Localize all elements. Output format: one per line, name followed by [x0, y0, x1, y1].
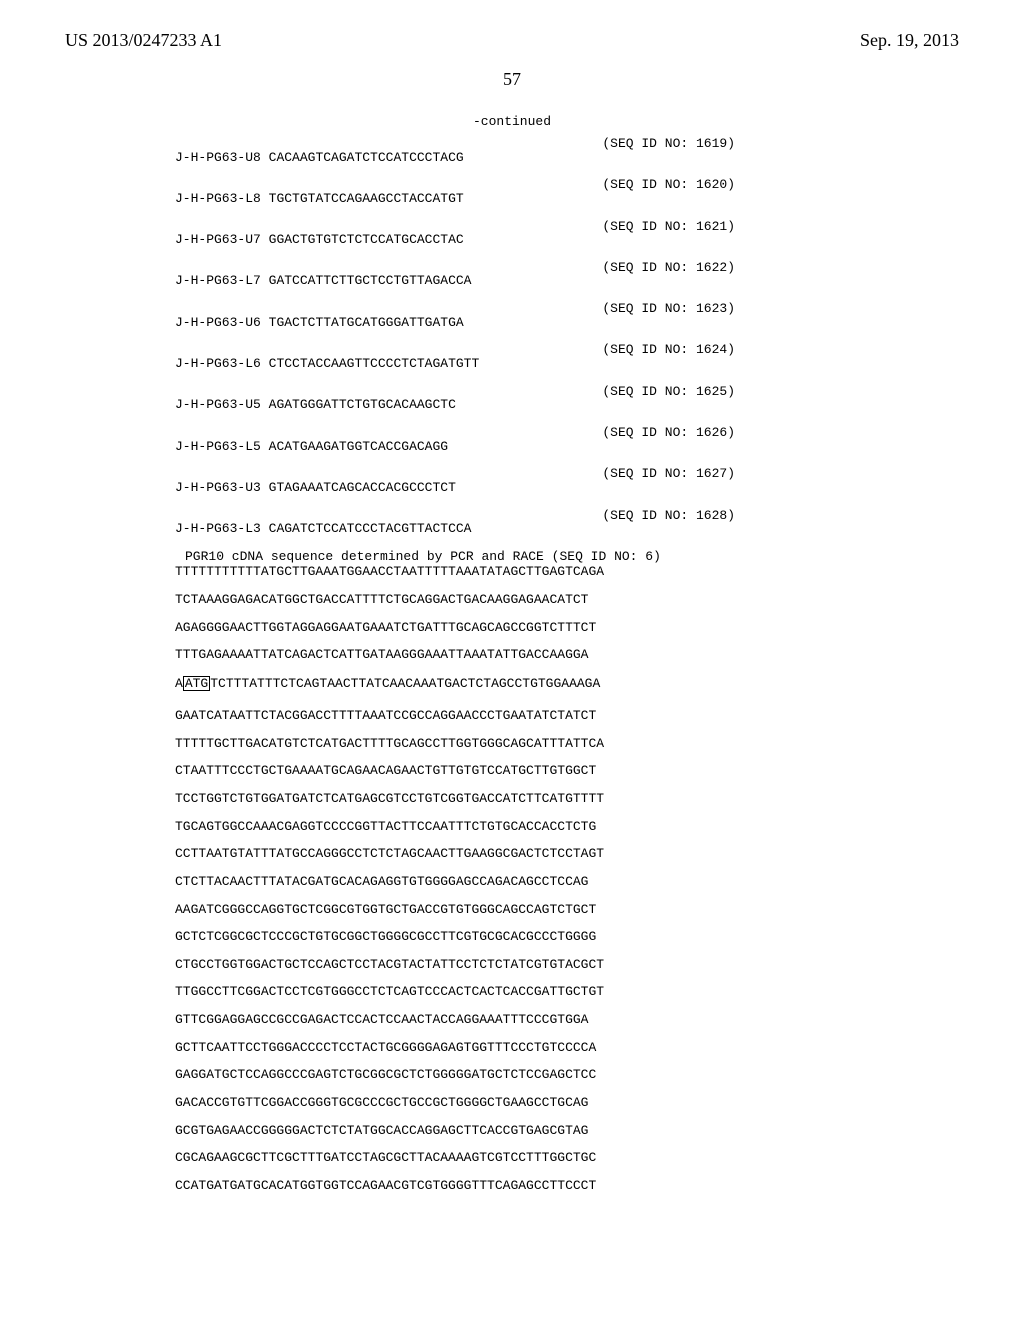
- primer-entry: (SEQ ID NO: 1620) J-H-PG63-L8 TGCTGTATCC…: [175, 178, 959, 205]
- cdna-line: TTGGCCTTCGGACTCCTCGTGGGCCTCTCAGTCCCACTCA…: [175, 985, 959, 999]
- cdna-line: AAGATCGGGCCAGGTGCTCGGCGTGGTGCTGACCGTGTGG…: [175, 903, 959, 917]
- cdna-line: TTTTTTTTTTTATGCTTGAAATGGAACCTAATTTTTAAAT…: [175, 565, 959, 579]
- primer-entry: (SEQ ID NO: 1623) J-H-PG63-U6 TGACTCTTAT…: [175, 302, 959, 329]
- primer-seq-row: J-H-PG63-L3 CAGATCTCCATCCCTACGTTACTCCA: [175, 522, 959, 536]
- primer-seqid-row: (SEQ ID NO: 1626): [175, 426, 735, 440]
- page-root: US 2013/0247233 A1 Sep. 19, 2013 57 -con…: [0, 0, 1024, 1320]
- primer-sequence: TGACTCTTATGCATGGGATTGATGA: [269, 315, 464, 330]
- primer-name: J-H-PG63-L6: [175, 356, 261, 371]
- cdna-line: TTTGAGAAAATTATCAGACTCATTGATAAGGGAAATTAAA…: [175, 648, 959, 662]
- cdna-title: PGR10 cDNA sequence determined by PCR an…: [185, 550, 959, 564]
- continued-label: -continued: [65, 114, 959, 129]
- cdna-atg-post: TCTTTATTTCTCAGTAACTTATCAACAAATGACTCTAGCC…: [210, 676, 600, 691]
- primer-entry: (SEQ ID NO: 1625) J-H-PG63-U5 AGATGGGATT…: [175, 385, 959, 412]
- primer-entry: (SEQ ID NO: 1624) J-H-PG63-L6 CTCCTACCAA…: [175, 343, 959, 370]
- primer-seq-row: J-H-PG63-U5 AGATGGGATTCTGTGCACAAGCTC: [175, 398, 959, 412]
- primer-seqid-row: (SEQ ID NO: 1623): [175, 302, 735, 316]
- cdna-line: CGCAGAAGCGCTTCGCTTTGATCCTAGCGCTTACAAAAGT…: [175, 1151, 959, 1165]
- page-header: US 2013/0247233 A1 Sep. 19, 2013: [65, 30, 959, 51]
- primer-seq-row: J-H-PG63-L7 GATCCATTCTTGCTCCTGTTAGACCA: [175, 274, 959, 288]
- primer-seqid-row: (SEQ ID NO: 1619): [175, 137, 735, 151]
- seq-id: (SEQ ID NO: 1620): [602, 178, 735, 192]
- primer-seq-row: J-H-PG63-U6 TGACTCTTATGCATGGGATTGATGA: [175, 316, 959, 330]
- seq-id: (SEQ ID NO: 1628): [602, 509, 735, 523]
- primer-entry: (SEQ ID NO: 1628) J-H-PG63-L3 CAGATCTCCA…: [175, 509, 959, 536]
- primer-seqid-row: (SEQ ID NO: 1624): [175, 343, 735, 357]
- seq-id: (SEQ ID NO: 1626): [602, 426, 735, 440]
- primer-sequence: TGCTGTATCCAGAAGCCTACCATGT: [269, 191, 464, 206]
- primer-seq-row: J-H-PG63-L5 ACATGAAGATGGTCACCGACAGG: [175, 440, 959, 454]
- cdna-line: CCATGATGATGCACATGGTGGTCCAGAACGTCGTGGGGTT…: [175, 1179, 959, 1193]
- primer-seq-row: J-H-PG63-U3 GTAGAAATCAGCACCACGCCCTCT: [175, 481, 959, 495]
- cdna-line: GTTCGGAGGAGCCGCCGAGACTCCACTCCAACTACCAGGA…: [175, 1013, 959, 1027]
- page-number: 57: [65, 69, 959, 90]
- primer-entry: (SEQ ID NO: 1619) J-H-PG63-U8 CACAAGTCAG…: [175, 137, 959, 164]
- primer-seq-row: J-H-PG63-L8 TGCTGTATCCAGAAGCCTACCATGT: [175, 192, 959, 206]
- cdna-line: GCTCTCGGCGCTCCCGCTGTGCGGCTGGGGCGCCTTCGTG…: [175, 930, 959, 944]
- primer-sequence: CACAAGTCAGATCTCCATCCCTACG: [269, 150, 464, 165]
- cdna-atg-line: AATGTCTTTATTTCTCAGTAACTTATCAACAAATGACTCT…: [175, 676, 959, 691]
- cdna-line: GAGGATGCTCCAGGCCCGAGTCTGCGGCGCTCTGGGGGAT…: [175, 1068, 959, 1082]
- primer-name: J-H-PG63-L3: [175, 521, 261, 536]
- cdna-line: CTGCCTGGTGGACTGCTCCAGCTCCTACGTACTATTCCTC…: [175, 958, 959, 972]
- primer-name: J-H-PG63-L8: [175, 191, 261, 206]
- cdna-line: CTCTTACAACTTTATACGATGCACAGAGGTGTGGGGAGCC…: [175, 875, 959, 889]
- cdna-line: GACACCGTGTTCGGACCGGGTGCGCCCGCTGCCGCTGGGG…: [175, 1096, 959, 1110]
- primer-seqid-row: (SEQ ID NO: 1620): [175, 178, 735, 192]
- seq-id: (SEQ ID NO: 1621): [602, 220, 735, 234]
- cdna-line: GCTTCAATTCCTGGGACCCCTCCTACTGCGGGGAGAGTGG…: [175, 1041, 959, 1055]
- cdna-line: TTTTTGCTTGACATGTCTCATGACTTTTGCAGCCTTGGTG…: [175, 737, 959, 751]
- primer-seq-row: J-H-PG63-U7 GGACTGTGTCTCTCCATGCACCTAC: [175, 233, 959, 247]
- primer-name: J-H-PG63-U3: [175, 480, 261, 495]
- seq-id: (SEQ ID NO: 1627): [602, 467, 735, 481]
- primer-seqid-row: (SEQ ID NO: 1621): [175, 220, 735, 234]
- primer-name: J-H-PG63-U7: [175, 232, 261, 247]
- primer-entry: (SEQ ID NO: 1626) J-H-PG63-L5 ACATGAAGAT…: [175, 426, 959, 453]
- seq-id: (SEQ ID NO: 1619): [602, 137, 735, 151]
- cdna-atg-pre: A: [175, 676, 183, 691]
- primer-seqid-row: (SEQ ID NO: 1627): [175, 467, 735, 481]
- primer-name: J-H-PG63-L5: [175, 439, 261, 454]
- cdna-line: TCTAAAGGAGACATGGCTGACCATTTTCTGCAGGACTGAC…: [175, 593, 959, 607]
- primer-name: J-H-PG63-U8: [175, 150, 261, 165]
- seq-id: (SEQ ID NO: 1623): [602, 302, 735, 316]
- primer-seq-row: J-H-PG63-L6 CTCCTACCAAGTTCCCCTCTAGATGTT: [175, 357, 959, 371]
- primer-name: J-H-PG63-U6: [175, 315, 261, 330]
- primer-sequence: ACATGAAGATGGTCACCGACAGG: [269, 439, 448, 454]
- primer-sequence: GTAGAAATCAGCACCACGCCCTCT: [269, 480, 456, 495]
- primer-seq-row: J-H-PG63-U8 CACAAGTCAGATCTCCATCCCTACG: [175, 151, 959, 165]
- primer-sequence: GATCCATTCTTGCTCCTGTTAGACCA: [269, 273, 472, 288]
- primer-entry: (SEQ ID NO: 1627) J-H-PG63-U3 GTAGAAATCA…: [175, 467, 959, 494]
- publication-date: Sep. 19, 2013: [860, 30, 959, 51]
- primer-sequence: CTCCTACCAAGTTCCCCTCTAGATGTT: [269, 356, 480, 371]
- primer-entry: (SEQ ID NO: 1621) J-H-PG63-U7 GGACTGTGTC…: [175, 220, 959, 247]
- seq-id: (SEQ ID NO: 1624): [602, 343, 735, 357]
- primer-name: J-H-PG63-L7: [175, 273, 261, 288]
- cdna-line: GCGTGAGAACCGGGGGACTCTCTATGGCACCAGGAGCTTC…: [175, 1124, 959, 1138]
- cdna-line: TGCAGTGGCCAAACGAGGTCCCCGGTTACTTCCAATTTCT…: [175, 820, 959, 834]
- primer-entry: (SEQ ID NO: 1622) J-H-PG63-L7 GATCCATTCT…: [175, 261, 959, 288]
- cdna-line: CCTTAATGTATTTATGCCAGGGCCTCTCTAGCAACTTGAA…: [175, 847, 959, 861]
- seq-id: (SEQ ID NO: 1625): [602, 385, 735, 399]
- cdna-line: GAATCATAATTCTACGGACCTTTTAAATCCGCCAGGAACC…: [175, 709, 959, 723]
- cdna-line: CTAATTTCCCTGCTGAAAATGCAGAACAGAACTGTTGTGT…: [175, 764, 959, 778]
- primer-name: J-H-PG63-U5: [175, 397, 261, 412]
- primer-sequence: AGATGGGATTCTGTGCACAAGCTC: [269, 397, 456, 412]
- cdna-line: TCCTGGTCTGTGGATGATCTCATGAGCGTCCTGTCGGTGA…: [175, 792, 959, 806]
- primer-sequence: CAGATCTCCATCCCTACGTTACTCCA: [269, 521, 472, 536]
- primer-seqid-row: (SEQ ID NO: 1628): [175, 509, 735, 523]
- primer-seqid-row: (SEQ ID NO: 1622): [175, 261, 735, 275]
- cdna-line: AGAGGGGAACTTGGTAGGAGGAATGAAATCTGATTTGCAG…: [175, 621, 959, 635]
- publication-number: US 2013/0247233 A1: [65, 30, 222, 51]
- primer-sequence: GGACTGTGTCTCTCCATGCACCTAC: [269, 232, 464, 247]
- primer-seqid-row: (SEQ ID NO: 1625): [175, 385, 735, 399]
- start-codon-box: ATG: [183, 676, 210, 691]
- seq-id: (SEQ ID NO: 1622): [602, 261, 735, 275]
